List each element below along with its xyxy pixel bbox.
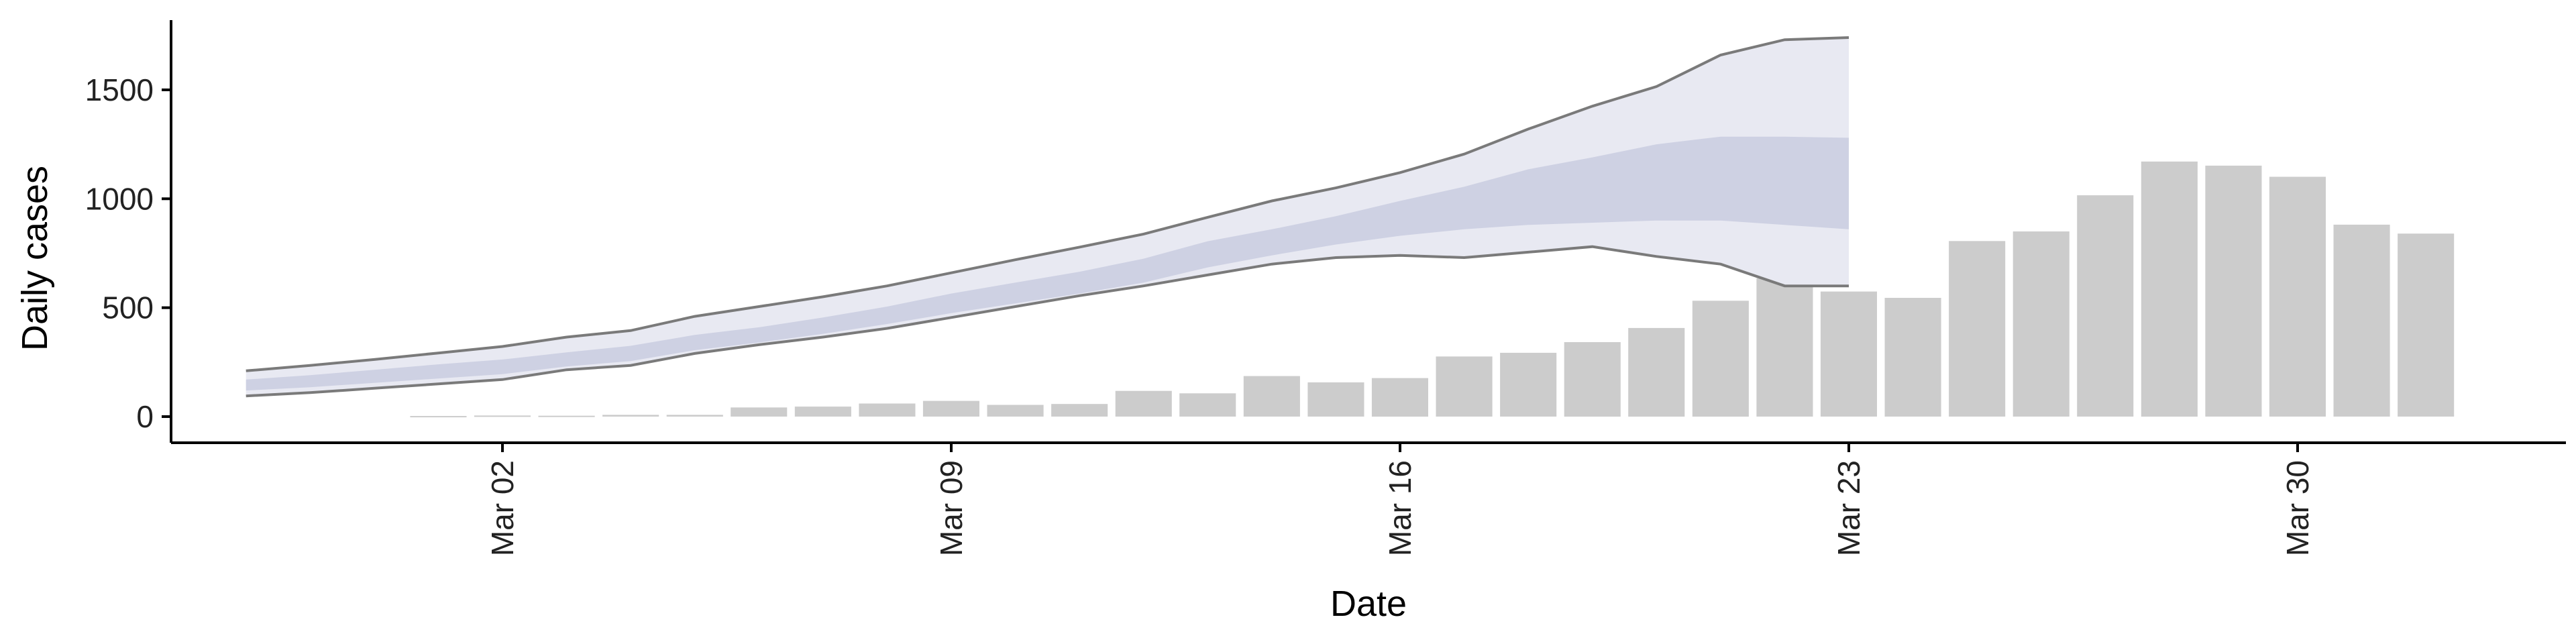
observed-bar (1051, 404, 1108, 417)
observed-bar (410, 416, 467, 418)
observed-bar (2269, 176, 2326, 417)
y-tick-label: 1000 (85, 181, 154, 216)
x-axis-title: Date (1330, 584, 1407, 624)
estimate-band-50 (246, 136, 1849, 391)
observed-bar (731, 407, 788, 417)
estimate-upper-line (246, 36, 1849, 372)
observed-bar (1756, 278, 1813, 417)
observed-bar (1115, 390, 1172, 417)
observed-bar (474, 415, 531, 417)
observed-bar (1500, 352, 1557, 417)
observed-bars (410, 161, 2455, 418)
x-tick-label: Mar 23 (1831, 460, 1866, 556)
observed-bar (1820, 291, 1877, 417)
observed-bar (794, 407, 851, 417)
estimate-bands (246, 36, 1849, 398)
x-tick-label: Mar 30 (2280, 460, 2315, 556)
x-tick-label: Mar 09 (934, 460, 969, 556)
y-tick-label: 0 (136, 399, 154, 434)
y-tick-label: 1500 (85, 72, 154, 107)
observed-bar (538, 415, 595, 417)
y-axis-title: Daily cases (15, 166, 55, 351)
observed-bar (1692, 301, 1749, 417)
x-tick-label: Mar 02 (485, 460, 520, 556)
observed-bar (1243, 376, 1300, 417)
observed-bar (2398, 233, 2455, 417)
x-axis-ticks: Mar 02 Mar 09 Mar 16 Mar 23 Mar 30 (485, 443, 2315, 556)
x-tick-label: Mar 16 (1383, 460, 1417, 556)
y-axis-ticks: 0 500 1000 1500 (85, 72, 171, 434)
estimate-lower-line (246, 245, 1849, 398)
observed-bar (1949, 241, 2006, 417)
observed-bar (922, 400, 979, 417)
observed-bar (2141, 161, 2198, 417)
observed-bar (859, 403, 916, 417)
observed-bar (1884, 298, 1941, 417)
observed-bar (1436, 356, 1493, 417)
observed-bar (666, 415, 723, 417)
observed-bar (2333, 224, 2390, 417)
observed-bar (2205, 165, 2262, 417)
observed-bar (987, 405, 1044, 417)
observed-bar (2012, 231, 2070, 417)
observed-bar (1179, 393, 1236, 417)
observed-bar (1307, 382, 1364, 417)
y-tick-label: 500 (102, 290, 154, 325)
observed-bar (602, 415, 659, 417)
observed-bar (1564, 342, 1621, 417)
observed-bar (1371, 378, 1428, 417)
observed-bar (1628, 327, 1685, 417)
observed-bar (2077, 195, 2134, 417)
